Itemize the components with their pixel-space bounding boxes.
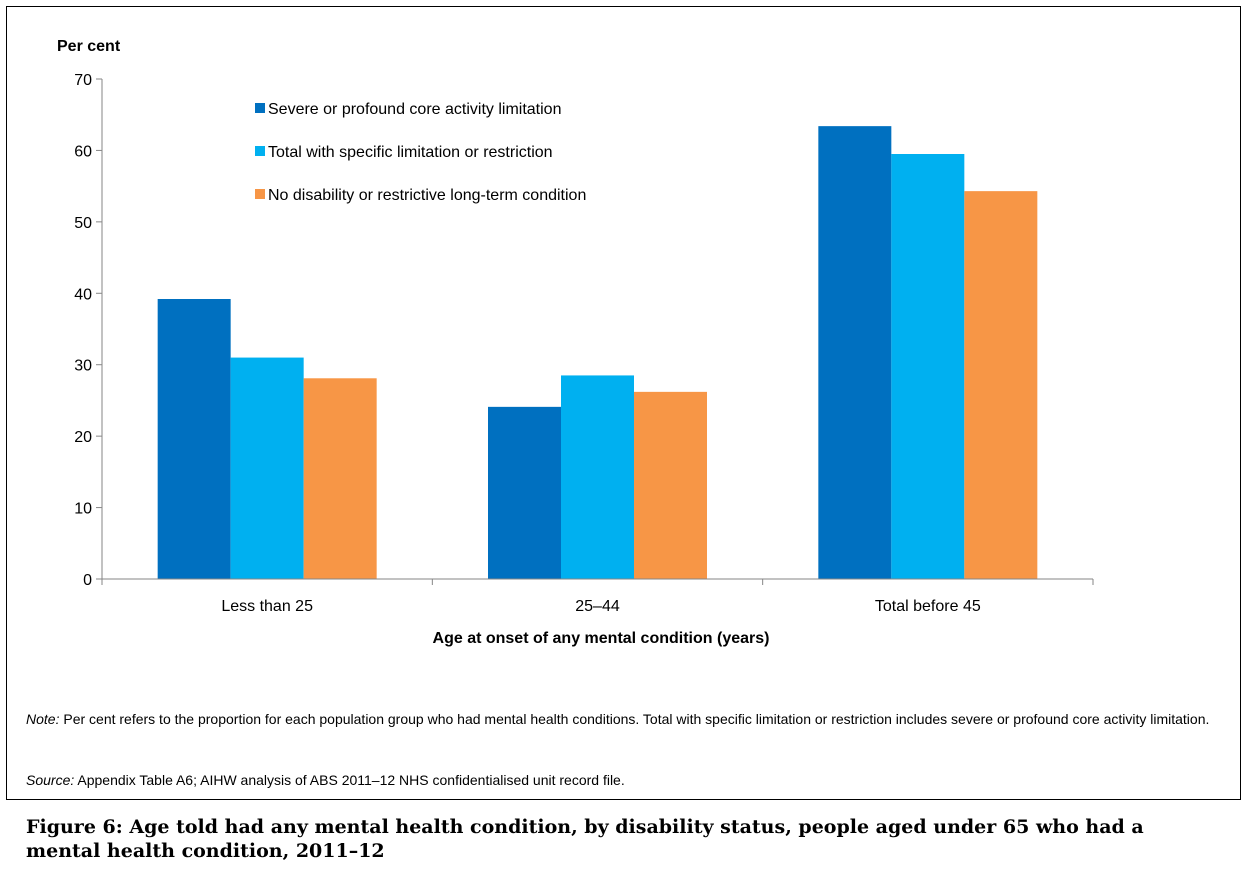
legend-swatch: [255, 103, 265, 113]
y-tick-label: 40: [74, 286, 92, 303]
bars: [157, 126, 1038, 580]
figure-frame: [6, 6, 1241, 800]
bar: [488, 406, 561, 579]
bar: [303, 378, 377, 579]
note-prefix: Note:: [26, 711, 60, 727]
x-tick-label: Total before 45: [875, 598, 981, 615]
x-axis: Less than 25 25–44 Total before 45: [101, 578, 1094, 615]
bar: [964, 191, 1038, 579]
legend: Severe or profound core activity limitat…: [255, 101, 586, 204]
y-tick-label: 30: [74, 358, 92, 375]
y-tick-label: 60: [74, 143, 92, 160]
y-tick-label: 0: [83, 572, 92, 589]
legend-swatch: [255, 146, 265, 156]
figure-caption: Figure 6: Age told had any mental health…: [26, 816, 1144, 862]
x-axis-label: Age at onset of any mental condition (ye…: [433, 630, 770, 647]
bar-chart: Per cent 0 10 20 30 40 50 60 70 Less than 25 25–…: [57, 38, 1094, 647]
source-text: Appendix Table A6; AIHW analysis of ABS …: [74, 772, 625, 788]
y-tick-label: 10: [74, 501, 92, 518]
y-tick-label: 70: [74, 72, 92, 89]
source: Source: Appendix Table A6; AIHW analysis…: [26, 770, 1216, 791]
source-prefix: Source:: [26, 772, 75, 788]
legend-label: No disability or restrictive long-term c…: [268, 187, 586, 204]
bar: [634, 391, 707, 579]
bar: [157, 299, 231, 579]
note-text: Per cent refers to the proportion for ea…: [59, 711, 1210, 727]
y-axis: 0 10 20 30 40 50 60 70: [74, 72, 103, 589]
x-tick-label: Less than 25: [221, 598, 313, 615]
y-tick-label: 50: [74, 215, 92, 232]
bar: [891, 154, 965, 579]
legend-swatch: [255, 189, 265, 199]
x-tick-label: 25–44: [575, 598, 620, 615]
bar: [230, 357, 304, 579]
note: Note: Per cent refers to the proportion …: [26, 709, 1216, 730]
bar: [561, 375, 634, 579]
legend-label: Total with specific limitation or restri…: [268, 144, 553, 161]
legend-label: Severe or profound core activity limitat…: [268, 101, 561, 118]
y-tick-label: 20: [74, 429, 92, 446]
bar: [818, 126, 892, 580]
y-axis-label: Per cent: [57, 38, 121, 55]
